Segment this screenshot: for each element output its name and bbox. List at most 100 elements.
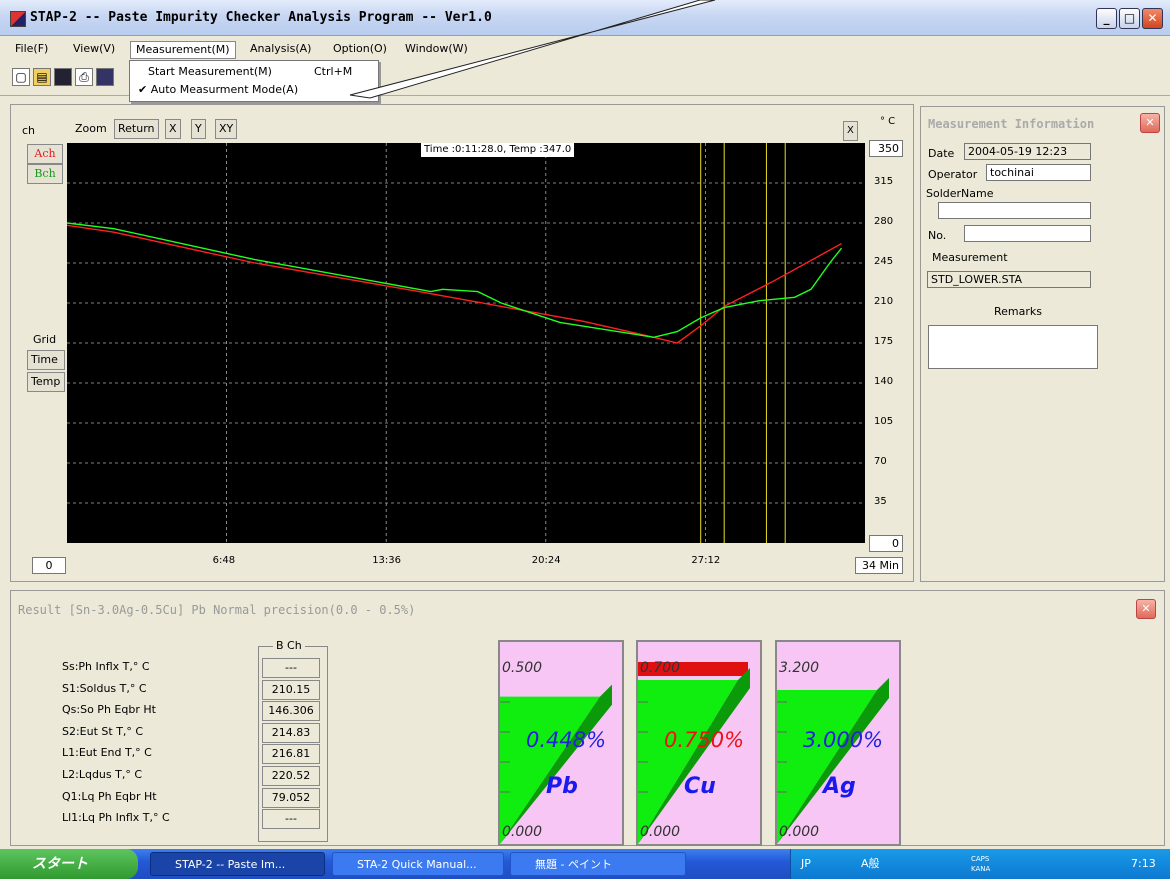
ime-mode-indicator[interactable]: A般 — [861, 857, 880, 870]
y-tick-label: 105 — [874, 416, 894, 427]
info-panel-title: Measurement Information — [928, 117, 1095, 131]
y-max-field[interactable]: 350 — [869, 140, 903, 157]
title-bar: STAP-2 -- Paste Impurity Checker Analysi… — [0, 0, 1170, 36]
y-tick-label: 245 — [874, 256, 894, 267]
bch-button[interactable]: Bch — [27, 164, 63, 184]
solder-name-label: SolderName — [926, 187, 994, 200]
zoom-return-button[interactable]: Return — [114, 119, 159, 139]
x-tick-label: 20:24 — [531, 555, 561, 566]
menu-file[interactable]: File(F) — [15, 42, 49, 55]
measurement-dropdown: Start Measurement(M) Ctrl+M ✔ Auto Measu… — [129, 60, 379, 102]
y-tick-label: 140 — [874, 376, 894, 387]
gauge-max-label: 3.200 — [779, 660, 820, 676]
menu-bar: File(F) View(V) Measurement(M) Analysis(… — [0, 38, 1170, 60]
x-max-field[interactable]: 34 Min — [855, 557, 903, 574]
window-title: STAP-2 -- Paste Impurity Checker Analysi… — [30, 10, 492, 25]
gauge-value: 3.000% — [803, 728, 884, 752]
taskbar-item-stap2[interactable]: STAP-2 -- Paste Im... — [150, 852, 325, 876]
gauge-value: 0.448% — [526, 728, 607, 752]
start-button[interactable]: スタート — [0, 849, 138, 879]
gauge-ag: 3.200 0.000 3.000% Ag — [775, 640, 901, 846]
gauge-element-label: Pb — [546, 774, 578, 799]
result-row-label: Q1:Lq Ph Eqbr Ht — [62, 789, 157, 803]
result-row-value: --- — [262, 658, 320, 678]
grid-label: Grid — [33, 333, 57, 346]
grid-time-button[interactable]: Time — [27, 350, 65, 370]
print-icon[interactable]: ⎙ — [75, 68, 93, 86]
y-tick-label: 210 — [874, 296, 894, 307]
ch-label: ch — [22, 124, 36, 137]
result-row-label: Ss:Ph Inflx T,° C — [62, 660, 150, 673]
save-icon[interactable] — [54, 68, 72, 86]
menu-analysis[interactable]: Analysis(A) — [250, 42, 312, 55]
bch-header: B Ch — [273, 639, 305, 652]
taskbar-item-paint[interactable]: 無題 - ペイント — [510, 852, 686, 876]
celsius-unit: ° C — [880, 116, 896, 127]
plot-area[interactable]: Time :0:11:28.0, Temp :347.0 — [67, 143, 865, 543]
zoom-y-button[interactable]: Y — [191, 119, 206, 139]
menu-window[interactable]: Window(W) — [405, 42, 468, 55]
start-measurement-shortcut: Ctrl+M — [314, 65, 353, 78]
gauge-element-label: Cu — [684, 774, 716, 799]
auto-measurement-mode-item[interactable]: ✔ Auto Measurment Mode(A) — [138, 83, 299, 96]
app-icon[interactable] — [10, 11, 26, 27]
maximize-button[interactable]: □ — [1119, 8, 1140, 29]
ach-button[interactable]: Ach — [27, 144, 63, 164]
y-tick-label: 175 — [874, 336, 894, 347]
menu-option[interactable]: Option(O) — [333, 42, 387, 55]
result-row-value: --- — [262, 809, 320, 830]
start-measurement-item[interactable]: Start Measurement(M) — [148, 65, 272, 78]
open-folder-icon[interactable]: ▤ — [33, 68, 51, 86]
ach-series-line — [67, 224, 842, 344]
taskbar-item-manual[interactable]: STA-2 Quick Manual... — [332, 852, 504, 876]
operator-field[interactable]: tochinai — [986, 164, 1091, 181]
system-tray: JP A般 CAPS KANA 7:13 — [790, 849, 1170, 879]
y-min-field[interactable]: 0 — [869, 535, 903, 552]
callout-pointer — [349, 0, 716, 99]
zoom-x-button[interactable]: X — [165, 119, 181, 139]
gauge-cu: 0.700 0.000 0.750% Cu — [636, 640, 762, 846]
remarks-field[interactable] — [928, 325, 1098, 369]
gauge-min-label: 0.000 — [502, 824, 543, 840]
ime-indicator[interactable]: JP — [801, 857, 811, 870]
y-tick-label: 280 — [874, 216, 894, 227]
no-label: No. — [928, 229, 947, 242]
gauge-max-label: 0.700 — [640, 660, 681, 676]
help-icon[interactable] — [96, 68, 114, 86]
date-label: Date — [928, 147, 955, 160]
zoom-label: Zoom — [75, 122, 107, 135]
result-row-value: 214.83 — [262, 722, 320, 743]
close-button[interactable]: ✕ — [1142, 8, 1163, 29]
caps-kana-indicator: CAPS KANA — [971, 855, 991, 873]
minimize-button[interactable]: _ — [1096, 8, 1117, 29]
result-row-label: Qs:So Ph Eqbr Ht — [62, 703, 156, 717]
date-field: 2004-05-19 12:23 — [964, 143, 1091, 160]
measurement-file-field: STD_LOWER.STA — [927, 271, 1091, 288]
result-row-label: L2:Lqdus T,° C — [62, 768, 143, 781]
y-tick-label: 315 — [874, 176, 894, 187]
x-min-field[interactable]: 0 — [32, 557, 66, 574]
info-close-button[interactable]: ✕ — [1140, 113, 1160, 133]
new-file-icon[interactable]: ▢ — [12, 68, 30, 86]
result-row-value: 216.81 — [262, 744, 320, 765]
solder-name-field[interactable] — [938, 202, 1091, 219]
graph-close-button[interactable]: X — [843, 121, 858, 141]
bch-series-line — [67, 222, 843, 338]
result-row-value: 146.306 — [262, 701, 320, 722]
gauge-max-label: 0.500 — [502, 660, 543, 676]
result-title: Result [Sn-3.0Ag-0.5Cu] Pb Normal precis… — [18, 603, 416, 617]
x-tick-label: 6:48 — [212, 555, 236, 566]
result-row-label: Ll1:Lq Ph Inflx T,° C — [62, 811, 170, 825]
no-field[interactable] — [964, 225, 1091, 242]
result-close-button[interactable]: ✕ — [1136, 599, 1156, 619]
y-tick-label: 35 — [874, 496, 887, 507]
zoom-xy-button[interactable]: XY — [215, 119, 238, 139]
menu-view[interactable]: View(V) — [73, 42, 116, 55]
gauge-pb: 0.500 0.000 0.448% Pb — [498, 640, 624, 846]
operator-label: Operator — [928, 168, 978, 181]
y-tick-label: 70 — [874, 456, 887, 467]
result-row-label: L1:Eut End T,° C — [62, 746, 152, 760]
menu-measurement[interactable]: Measurement(M) — [130, 41, 236, 59]
result-row-value: 220.52 — [262, 766, 320, 786]
grid-temp-button[interactable]: Temp — [27, 372, 65, 392]
